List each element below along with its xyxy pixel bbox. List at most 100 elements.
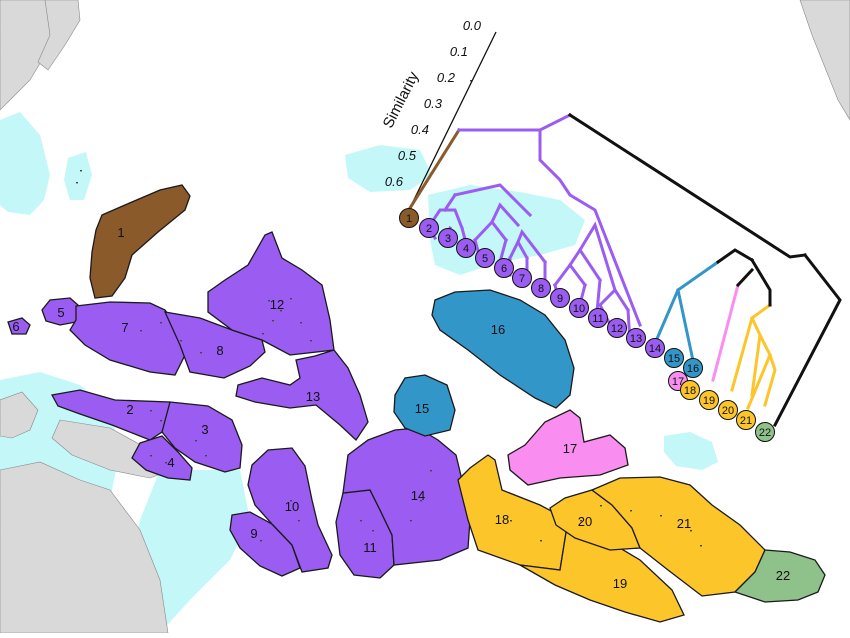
scale-tick-0.2: 0.2 — [437, 70, 456, 85]
map-label-9: 9 — [250, 526, 257, 541]
branch-2-4 — [425, 208, 464, 231]
map-label-20: 20 — [578, 514, 592, 529]
leaf-node-10 — [569, 298, 589, 318]
branch-root — [567, 112, 807, 259]
island-speck — [360, 520, 362, 522]
branch-7-9 — [516, 228, 548, 265]
japan — [37, 0, 81, 71]
branch-17 — [711, 283, 740, 382]
island-speck — [660, 515, 662, 517]
shelf-area — [0, 112, 50, 215]
branch-purple-right — [538, 128, 642, 327]
leaf-label-7: 7 — [519, 273, 525, 285]
branch-16 — [676, 288, 697, 372]
leaf-label-8: 8 — [538, 283, 544, 295]
branch-10-14 — [577, 221, 617, 292]
shelf-area — [664, 432, 718, 470]
scale-tick-0.5: 0.5 — [398, 148, 417, 163]
branch-1 — [407, 127, 462, 211]
ecoregion-6 — [7, 317, 31, 335]
island-speck — [410, 520, 412, 522]
ecoregion-16 — [431, 289, 575, 409]
leaf-label-20: 20 — [722, 405, 734, 417]
map-label-18: 18 — [495, 512, 509, 527]
map-label-11: 11 — [363, 540, 377, 555]
scale-tick-0.3: 0.3 — [424, 96, 443, 111]
map-label-8: 8 — [216, 343, 223, 358]
leaf-node-12 — [607, 318, 627, 338]
island-speck — [700, 545, 702, 547]
dendrogram — [407, 112, 842, 428]
branch-pink-root — [735, 267, 755, 288]
philippines — [0, 391, 39, 439]
ecoregion-17 — [507, 409, 629, 486]
map-label-7: 7 — [121, 320, 128, 335]
leaf-node-21 — [736, 410, 756, 430]
island-speck — [80, 170, 82, 172]
island-speck — [372, 530, 374, 532]
shelf-area — [64, 152, 92, 200]
leaf-node-15 — [664, 348, 684, 368]
leaf-node-20 — [718, 400, 738, 420]
island-speck — [298, 520, 300, 522]
shelf-area — [345, 145, 432, 192]
purple-cluster-branches — [425, 112, 642, 344]
leaf-node-9 — [550, 288, 570, 308]
map-label-22: 22 — [776, 568, 790, 583]
branch-purple-mid — [453, 183, 533, 218]
ecoregion-13 — [235, 349, 369, 441]
island-speck — [580, 520, 582, 522]
leaf-label-1: 1 — [406, 213, 412, 225]
leaf-node-7 — [512, 268, 532, 288]
map-label-3: 3 — [201, 422, 208, 437]
scale-tick-0.6: 0.6 — [385, 174, 404, 189]
island-speck — [205, 455, 207, 457]
branch-19 — [750, 333, 762, 397]
leaf-node-18 — [680, 380, 700, 400]
island-speck — [510, 520, 512, 522]
island-speck — [690, 530, 692, 532]
leaf-node-19 — [699, 390, 719, 410]
map-label-14: 14 — [411, 488, 425, 503]
leaf-label-16: 16 — [687, 363, 699, 375]
branch-6 — [498, 238, 508, 264]
leaf-label-3: 3 — [445, 233, 451, 245]
scale-axis-line — [407, 31, 497, 213]
black-root-branches — [567, 112, 842, 428]
scale-tick-0.4: 0.4 — [411, 122, 429, 137]
leaf-label-21: 21 — [740, 415, 752, 427]
ecoregion-3 — [161, 401, 243, 473]
island-speck — [160, 322, 162, 324]
shelf-layer — [0, 112, 718, 633]
leaf-label-14: 14 — [649, 343, 661, 355]
scale-tick-0.0: 0.0 — [463, 18, 482, 33]
island-speck — [180, 340, 182, 342]
branch-right-join — [715, 248, 755, 265]
leaf-label-17: 17 — [672, 376, 684, 388]
map-label-16: 16 — [491, 322, 505, 337]
island-speck — [260, 540, 262, 542]
map-label-layer: 1 2 3 4 5 6 7 8 9 10 11 12 13 14 15 16 1… — [12, 225, 790, 591]
ecoregion-1 — [89, 184, 191, 299]
island-speck — [600, 505, 602, 507]
map-label-13: 13 — [306, 389, 320, 404]
map-label-2: 2 — [126, 402, 133, 417]
island-speck — [430, 470, 432, 472]
ecoregion-12 — [207, 231, 335, 356]
island-speck — [76, 182, 78, 184]
map-label-10: 10 — [285, 499, 299, 514]
branch-22 — [772, 252, 842, 428]
branch-yellow-root — [749, 257, 772, 307]
island-speck — [195, 440, 197, 442]
map-label-5: 5 — [57, 305, 64, 320]
island-speck — [160, 420, 162, 422]
map-label-19: 19 — [613, 576, 627, 591]
scale-tick-0.1: 0.1 — [450, 44, 468, 59]
leaf-node-1 — [399, 208, 419, 228]
leaf-node-8 — [531, 278, 551, 298]
ecoregion-9 — [229, 511, 301, 577]
leaf-label-18: 18 — [684, 385, 696, 397]
leaf-node-3 — [438, 228, 458, 248]
